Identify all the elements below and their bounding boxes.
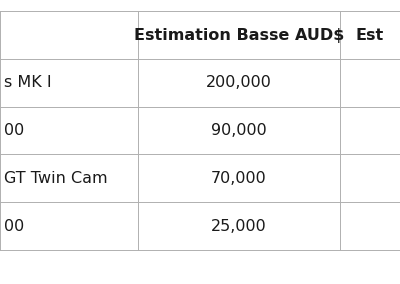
Text: 90,000: 90,000 bbox=[211, 123, 267, 138]
Bar bbox=[0, 107, 138, 154]
Bar bbox=[0, 11, 138, 59]
Bar bbox=[138, 202, 340, 250]
Bar bbox=[340, 59, 400, 107]
Text: 25,000: 25,000 bbox=[211, 219, 267, 233]
Bar bbox=[340, 154, 400, 202]
Text: 00: 00 bbox=[4, 219, 24, 233]
Bar bbox=[138, 11, 340, 59]
Text: GT Twin Cam: GT Twin Cam bbox=[4, 171, 108, 186]
Bar bbox=[138, 59, 340, 107]
Bar bbox=[138, 107, 340, 154]
Text: Estimation Basse AUD$: Estimation Basse AUD$ bbox=[134, 28, 344, 43]
Bar bbox=[0, 202, 138, 250]
Text: 200,000: 200,000 bbox=[206, 76, 272, 90]
Text: Est: Est bbox=[356, 28, 384, 43]
Text: s MK I: s MK I bbox=[4, 76, 52, 90]
Text: 70,000: 70,000 bbox=[211, 171, 267, 186]
Bar bbox=[340, 202, 400, 250]
Bar bbox=[340, 107, 400, 154]
Text: 00: 00 bbox=[4, 123, 24, 138]
Bar bbox=[0, 154, 138, 202]
Bar bbox=[138, 154, 340, 202]
Bar bbox=[0, 59, 138, 107]
Bar bbox=[340, 11, 400, 59]
